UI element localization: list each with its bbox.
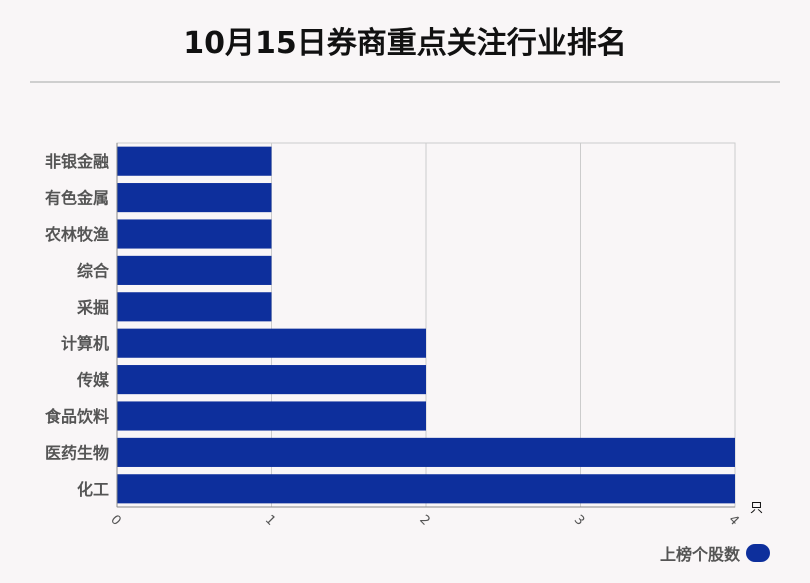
x-tick-label: 4	[725, 512, 741, 528]
chart-title: 10月15日券商重点关注行业排名	[183, 26, 627, 61]
bar[interactable]	[117, 292, 272, 322]
category-label: 医药生物	[45, 443, 109, 462]
category-label: 有色金属	[45, 189, 109, 208]
category-label: 化工	[77, 480, 109, 499]
category-label: 综合	[77, 261, 110, 280]
x-axis-ticks: 0 1 2 3 4	[107, 512, 741, 528]
category-label: 传媒	[76, 371, 110, 390]
category-label: 计算机	[61, 334, 109, 353]
title-divider	[30, 81, 780, 83]
category-label: 非银金融	[45, 152, 109, 171]
bar[interactable]	[117, 183, 272, 213]
bar[interactable]	[117, 219, 272, 249]
bar[interactable]	[117, 146, 272, 176]
x-axis-unit: 只	[750, 501, 763, 516]
bar[interactable]	[117, 401, 426, 431]
x-tick-label: 0	[107, 512, 123, 528]
x-tick-label: 2	[416, 512, 432, 528]
legend-label: 上榜个股数	[659, 545, 740, 564]
x-tick-label: 1	[262, 512, 278, 528]
category-label: 采掘	[76, 298, 109, 317]
legend[interactable]: 上榜个股数	[660, 541, 770, 565]
bar[interactable]	[117, 437, 735, 467]
bars	[117, 146, 735, 504]
bar[interactable]	[117, 328, 426, 358]
bar[interactable]	[117, 255, 272, 285]
bar[interactable]	[117, 474, 735, 504]
legend-swatch	[746, 544, 770, 562]
category-label: 农林牧渔	[44, 225, 109, 244]
category-label: 食品饮料	[44, 407, 109, 426]
bar[interactable]	[117, 365, 426, 395]
x-tick-label: 3	[571, 512, 587, 528]
